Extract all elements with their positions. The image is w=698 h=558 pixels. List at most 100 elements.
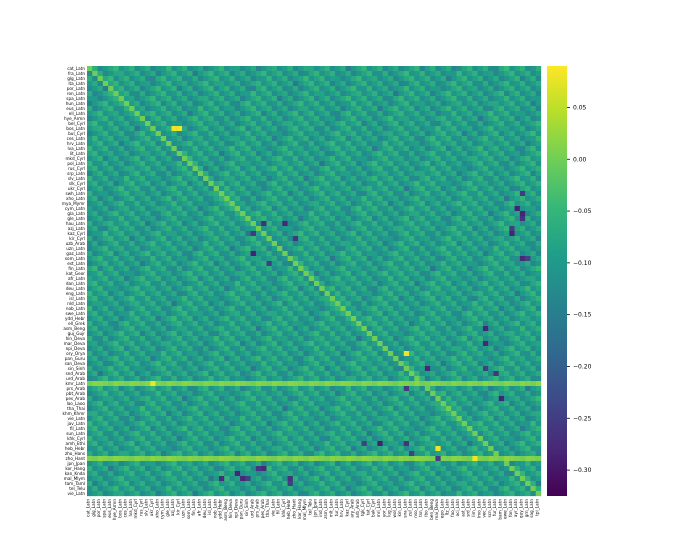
heatmap-cell bbox=[440, 211, 447, 217]
heatmap-cell bbox=[208, 201, 214, 207]
heatmap-cell bbox=[166, 76, 172, 82]
heatmap-cell bbox=[414, 246, 420, 252]
heatmap-cell bbox=[108, 336, 114, 342]
heatmap-cell bbox=[324, 266, 330, 272]
heatmap-cell bbox=[324, 201, 330, 207]
heatmap-cell bbox=[208, 76, 214, 82]
heatmap-cell bbox=[87, 231, 93, 237]
heatmap-cell bbox=[261, 176, 267, 182]
heatmap-cell bbox=[509, 316, 515, 322]
heatmap-cell bbox=[92, 126, 98, 132]
heatmap-cell bbox=[461, 326, 468, 332]
heatmap-cell bbox=[113, 321, 119, 327]
heatmap-cell bbox=[340, 351, 346, 357]
heatmap-cell bbox=[461, 66, 468, 72]
heatmap-cell bbox=[118, 101, 125, 107]
heatmap-cell bbox=[229, 316, 235, 322]
heatmap-cell bbox=[398, 216, 404, 222]
heatmap-cell bbox=[387, 346, 394, 352]
heatmap-cell bbox=[192, 231, 199, 237]
heatmap-cell bbox=[440, 351, 447, 357]
heatmap-cell bbox=[514, 126, 521, 132]
heatmap-cell bbox=[129, 81, 135, 87]
heatmap-cell bbox=[414, 116, 420, 122]
heatmap-cell bbox=[97, 86, 103, 92]
heatmap-cell bbox=[160, 151, 167, 157]
heatmap-cell bbox=[266, 156, 272, 162]
heatmap-cell bbox=[345, 311, 352, 317]
heatmap-cell bbox=[287, 111, 294, 117]
heatmap-cell bbox=[329, 211, 336, 217]
heatmap-cell bbox=[171, 266, 177, 272]
heatmap-cell bbox=[192, 236, 199, 242]
heatmap-cell bbox=[118, 151, 125, 157]
heatmap-cell bbox=[393, 151, 399, 157]
heatmap-cell bbox=[261, 71, 267, 77]
heatmap-cell bbox=[176, 231, 183, 237]
heatmap-cell bbox=[393, 281, 399, 287]
heatmap-cell bbox=[314, 96, 320, 102]
heatmap-cell bbox=[192, 301, 199, 307]
heatmap-cell bbox=[287, 306, 294, 312]
heatmap-cell bbox=[488, 81, 494, 87]
heatmap-cell bbox=[398, 316, 404, 322]
heatmap-cell bbox=[155, 246, 162, 252]
heatmap-cell bbox=[308, 216, 315, 222]
heatmap-cell bbox=[424, 121, 431, 127]
heatmap-cell bbox=[430, 176, 436, 182]
heatmap-cell bbox=[282, 111, 288, 117]
heatmap-cell bbox=[102, 321, 109, 327]
heatmap-cell bbox=[504, 171, 510, 177]
heatmap-cell bbox=[393, 271, 399, 277]
heatmap-cell bbox=[160, 291, 167, 297]
heatmap-cell bbox=[224, 76, 230, 82]
heatmap-cell bbox=[493, 266, 499, 272]
heatmap-cell bbox=[435, 91, 441, 97]
heatmap-cell bbox=[424, 181, 431, 187]
heatmap-cell bbox=[113, 181, 119, 187]
heatmap-cell bbox=[403, 331, 410, 337]
heatmap-cell bbox=[372, 201, 378, 207]
heatmap-cell bbox=[150, 91, 156, 97]
heatmap-cell bbox=[430, 81, 436, 87]
heatmap-cell bbox=[424, 136, 431, 142]
heatmap-cell bbox=[203, 166, 209, 172]
heatmap-cell bbox=[435, 171, 441, 177]
heatmap-cell bbox=[372, 121, 378, 127]
heatmap-cell bbox=[171, 86, 177, 92]
heatmap-cell bbox=[477, 331, 484, 337]
heatmap-cell bbox=[525, 126, 531, 132]
heatmap-cell bbox=[414, 111, 420, 117]
heatmap-cell bbox=[87, 306, 93, 312]
heatmap-cell bbox=[435, 81, 441, 87]
heatmap-cell bbox=[361, 76, 367, 82]
heatmap-cell bbox=[123, 186, 130, 192]
heatmap-cell bbox=[166, 246, 172, 252]
heatmap-cell bbox=[356, 306, 362, 312]
heatmap-cell bbox=[213, 261, 220, 267]
heatmap-cell bbox=[102, 241, 109, 247]
heatmap-cell bbox=[377, 236, 383, 242]
heatmap-cell bbox=[377, 276, 383, 282]
heatmap-cell bbox=[192, 66, 199, 72]
heatmap-cell bbox=[435, 136, 441, 142]
heatmap-cell bbox=[261, 301, 267, 307]
heatmap-cell bbox=[182, 156, 188, 162]
heatmap-cell bbox=[134, 66, 140, 72]
heatmap-cell bbox=[208, 246, 214, 252]
heatmap-cell bbox=[182, 191, 188, 197]
heatmap-cell bbox=[430, 181, 436, 187]
heatmap-cell bbox=[303, 136, 309, 142]
heatmap-cell bbox=[218, 261, 225, 267]
heatmap-cell bbox=[530, 71, 536, 77]
heatmap-cell bbox=[393, 156, 399, 162]
heatmap-cell bbox=[335, 351, 341, 357]
heatmap-cell bbox=[155, 291, 162, 297]
heatmap-cell bbox=[419, 226, 426, 232]
heatmap-cell bbox=[403, 141, 410, 147]
heatmap-cell bbox=[340, 321, 346, 327]
heatmap-cell bbox=[324, 256, 330, 262]
heatmap-cell bbox=[430, 156, 436, 162]
heatmap-cell bbox=[430, 131, 436, 137]
heatmap-cell bbox=[123, 156, 130, 162]
